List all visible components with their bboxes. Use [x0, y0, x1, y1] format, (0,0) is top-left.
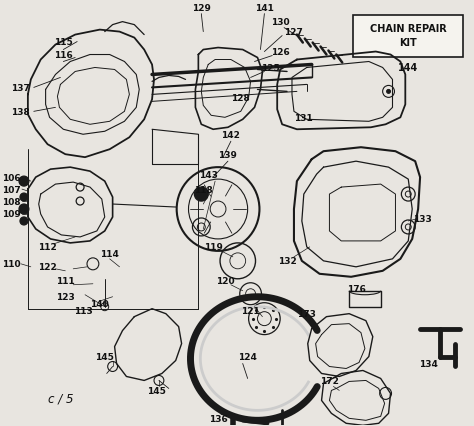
Text: 143: 143	[199, 170, 218, 179]
Text: 129: 129	[192, 4, 211, 13]
Text: 118: 118	[194, 185, 213, 194]
Text: 112: 112	[38, 243, 57, 252]
Text: 116: 116	[54, 51, 73, 60]
Text: 126: 126	[271, 48, 290, 57]
Circle shape	[19, 204, 29, 215]
Text: 106: 106	[2, 173, 20, 182]
Text: 127: 127	[284, 28, 303, 37]
Text: 107: 107	[2, 185, 20, 194]
Text: 138: 138	[10, 108, 29, 117]
Text: 123: 123	[56, 293, 75, 302]
FancyBboxPatch shape	[353, 16, 464, 58]
Text: 139: 139	[219, 150, 237, 159]
Text: 145: 145	[95, 352, 114, 361]
Circle shape	[387, 90, 391, 94]
Text: 125: 125	[261, 64, 280, 73]
Text: 144: 144	[398, 63, 419, 73]
Text: 140: 140	[91, 299, 109, 308]
Text: 145: 145	[146, 386, 165, 395]
Text: 120: 120	[216, 276, 234, 285]
Circle shape	[20, 193, 28, 201]
Text: 130: 130	[271, 18, 290, 27]
Circle shape	[19, 177, 29, 187]
Text: 128: 128	[231, 94, 250, 103]
Text: 172: 172	[320, 376, 339, 385]
Text: 109: 109	[2, 210, 20, 219]
Circle shape	[20, 218, 28, 225]
Text: 133: 133	[413, 215, 431, 224]
Text: 141: 141	[255, 4, 274, 13]
Text: 121: 121	[241, 306, 260, 315]
Text: 137: 137	[10, 84, 29, 93]
Text: 110: 110	[2, 260, 20, 269]
Text: 119: 119	[204, 243, 223, 252]
Text: c / 5: c / 5	[48, 392, 73, 405]
Text: KIT: KIT	[400, 37, 417, 47]
Text: 176: 176	[346, 285, 365, 294]
Text: 114: 114	[100, 250, 119, 259]
Text: 115: 115	[54, 38, 73, 47]
Text: 173: 173	[297, 309, 316, 318]
Text: CHAIN REPAIR: CHAIN REPAIR	[370, 23, 447, 34]
Text: 131: 131	[294, 114, 313, 123]
Text: 142: 142	[221, 130, 240, 139]
Text: 134: 134	[419, 359, 438, 368]
Text: 124: 124	[238, 352, 257, 361]
Text: 122: 122	[38, 263, 57, 272]
Text: 113: 113	[73, 306, 92, 315]
Text: 136: 136	[209, 414, 228, 423]
Text: 108: 108	[2, 197, 20, 206]
Text: 132: 132	[278, 257, 296, 266]
Circle shape	[194, 187, 208, 201]
Text: 111: 111	[56, 276, 75, 285]
